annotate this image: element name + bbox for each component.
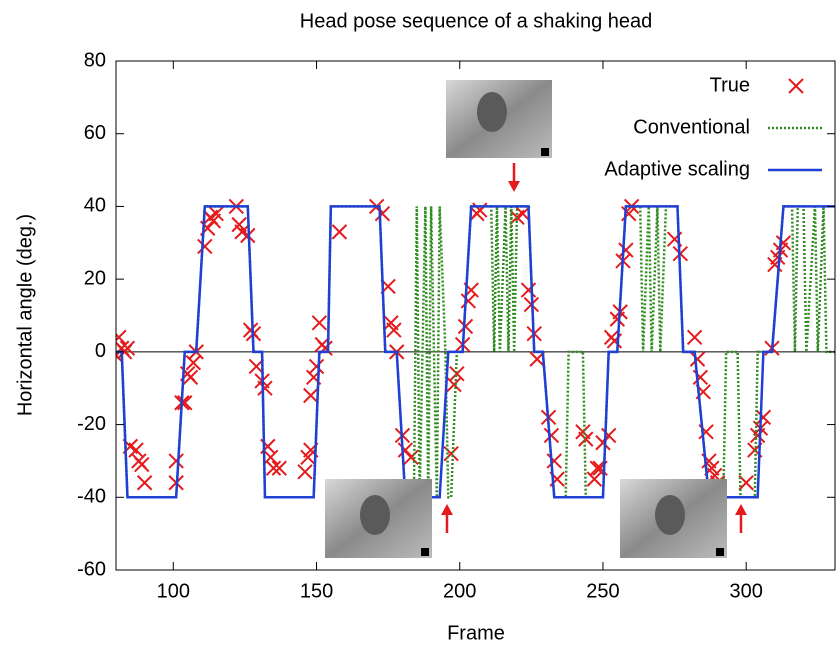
- true-marker: [135, 458, 149, 472]
- true-marker: [602, 428, 616, 442]
- true-marker: [619, 243, 633, 257]
- true-marker: [198, 239, 212, 253]
- plot-area: [109, 199, 835, 497]
- true-marker: [112, 330, 126, 344]
- true-marker: [264, 450, 278, 464]
- y-axis-label: Horizontal angle (deg.): [14, 214, 36, 416]
- true-marker: [375, 207, 389, 221]
- true-marker: [521, 283, 535, 297]
- x-tick-label: 150: [300, 580, 333, 602]
- y-tick-label: 80: [84, 49, 106, 71]
- true-marker: [183, 370, 197, 384]
- chart-title: Head pose sequence of a shaking head: [300, 10, 653, 32]
- y-tick-label: 0: [95, 340, 106, 362]
- true-marker: [310, 359, 324, 373]
- legend-marker: [789, 79, 803, 93]
- y-tick-label: 20: [84, 267, 106, 289]
- true-marker: [590, 461, 604, 475]
- true-marker: [691, 352, 705, 366]
- true-marker: [169, 454, 183, 468]
- x-tick-label: 250: [586, 580, 619, 602]
- legend-label: Adaptive scaling: [604, 158, 750, 180]
- x-tick-label: 300: [730, 580, 763, 602]
- true-marker: [398, 443, 412, 457]
- true-marker: [138, 476, 152, 490]
- true-marker: [178, 396, 192, 410]
- x-tick-label: 200: [443, 580, 476, 602]
- head-image: [325, 479, 432, 558]
- series-layer: [109, 199, 835, 497]
- true-marker: [332, 225, 346, 239]
- y-tick-label: -40: [77, 486, 106, 508]
- legend-label: True: [710, 74, 750, 96]
- true-marker: [473, 203, 487, 217]
- x-axis-label: Frame: [447, 622, 505, 644]
- chart: Head pose sequence of a shaking head Fra…: [0, 0, 836, 648]
- true-marker: [688, 330, 702, 344]
- true-marker: [544, 428, 558, 442]
- y-tick-label: 40: [84, 195, 106, 217]
- x-tick-label: 100: [157, 580, 190, 602]
- true-marker: [461, 294, 475, 308]
- true-marker: [129, 443, 143, 457]
- y-tick-label: -20: [77, 413, 106, 435]
- head-image: [446, 80, 552, 158]
- y-tick-label: 60: [84, 122, 106, 144]
- true-marker: [447, 378, 461, 392]
- legend-label: Conventional: [633, 116, 750, 138]
- true-marker: [596, 436, 610, 450]
- true-marker: [547, 454, 561, 468]
- true-marker: [312, 316, 326, 330]
- true-marker: [298, 465, 312, 479]
- true-marker: [404, 450, 418, 464]
- y-tick-label: -60: [77, 558, 106, 580]
- head-image: [620, 479, 727, 558]
- true-marker: [756, 410, 770, 424]
- true-marker: [304, 388, 318, 402]
